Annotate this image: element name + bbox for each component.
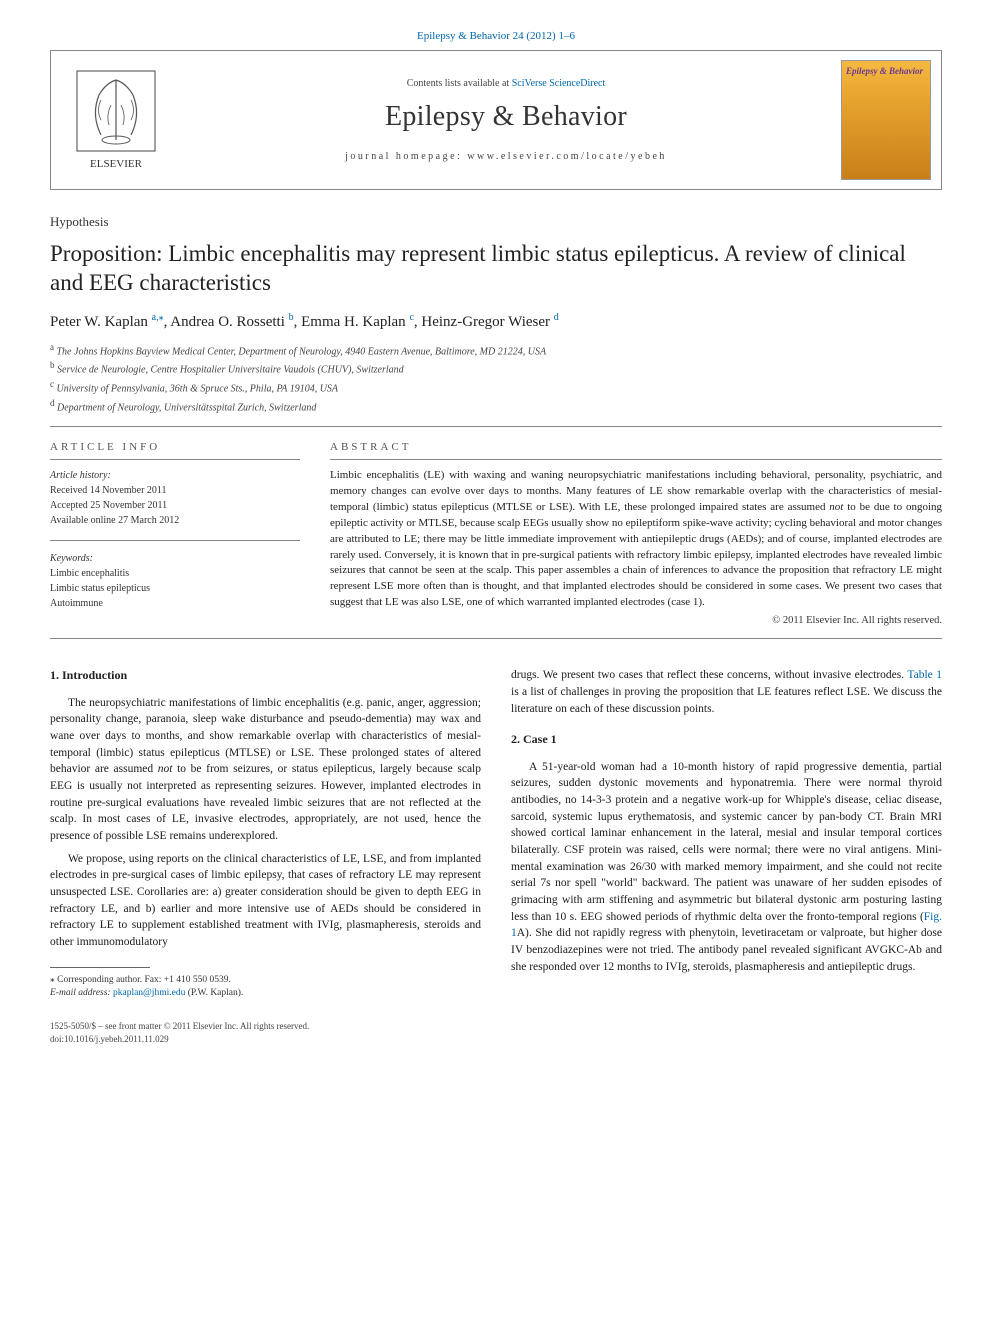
- history-label: Article history:: [50, 468, 300, 483]
- abstract-heading: ABSTRACT: [330, 441, 942, 460]
- journal-homepage: journal homepage: www.elsevier.com/locat…: [345, 151, 667, 162]
- footnotes: ⁎ Corresponding author. Fax: +1 410 550 …: [50, 974, 481, 1001]
- abstract-copyright: © 2011 Elsevier Inc. All rights reserved…: [330, 615, 942, 626]
- email-label: E-mail address:: [50, 988, 111, 998]
- case1-paragraph-1: A 51-year-old woman had a 10-month histo…: [511, 759, 942, 976]
- issn-line: 1525-5050/$ – see front matter © 2011 El…: [50, 1020, 481, 1033]
- journal-reference: Epilepsy & Behavior 24 (2012) 1–6: [50, 30, 942, 42]
- email-who: (P.W. Kaplan).: [188, 988, 244, 998]
- history-received: Received 14 November 2011: [50, 483, 300, 498]
- contents-prefix: Contents lists available at: [407, 78, 512, 89]
- article-info-column: ARTICLE INFO Article history: Received 1…: [50, 441, 300, 626]
- corresponding-author: ⁎ Corresponding author. Fax: +1 410 550 …: [50, 974, 481, 987]
- footnote-separator: [50, 967, 150, 968]
- cover-title: Epilepsy & Behavior: [842, 61, 930, 79]
- author-list: Peter W. Kaplan a,⁎, Andrea O. Rossetti …: [50, 312, 942, 331]
- intro-paragraph-2b: drugs. We present two cases that reflect…: [511, 667, 942, 717]
- author-marks: b: [289, 312, 294, 323]
- text: A). She did not rapidly regress with phe…: [511, 927, 942, 972]
- email-link[interactable]: pkaplan@jhmi.edu: [113, 988, 185, 998]
- author-marks: a,⁎: [152, 312, 164, 323]
- abstract-column: ABSTRACT Limbic encephalitis (LE) with w…: [330, 441, 942, 626]
- journal-cover-thumb: Epilepsy & Behavior: [831, 51, 941, 189]
- contents-available-line: Contents lists available at SciVerse Sci…: [407, 78, 606, 89]
- affiliation: University of Pennsylvania, 36th & Spruc…: [57, 383, 339, 394]
- abstract-em: not: [829, 501, 843, 513]
- header-center: Contents lists available at SciVerse Sci…: [181, 51, 831, 189]
- keywords-label: Keywords:: [50, 551, 300, 566]
- author: Emma H. Kaplan: [301, 314, 406, 330]
- abstract-post: to be due to ongoing epileptic activity …: [330, 501, 942, 609]
- doi-line: doi:10.1016/j.yebeh.2011.11.029: [50, 1033, 481, 1046]
- em: not: [158, 763, 173, 775]
- bottom-meta: 1525-5050/$ – see front matter © 2011 El…: [50, 1020, 481, 1045]
- intro-paragraph-1: The neuropsychiatric manifestations of l…: [50, 695, 481, 845]
- history-accepted: Accepted 25 November 2011: [50, 498, 300, 513]
- author: Andrea O. Rossetti: [170, 314, 285, 330]
- divider: [50, 638, 942, 639]
- text: drugs. We present two cases that reflect…: [511, 669, 907, 681]
- divider: [50, 540, 300, 541]
- author: Peter W. Kaplan: [50, 314, 148, 330]
- svg-text:ELSEVIER: ELSEVIER: [90, 158, 143, 170]
- section-heading-case1: 2. Case 1: [511, 731, 942, 748]
- article-info-heading: ARTICLE INFO: [50, 441, 300, 460]
- journal-name: Epilepsy & Behavior: [385, 101, 627, 133]
- table-ref-link[interactable]: Table 1: [907, 669, 942, 681]
- article-title: Proposition: Limbic encephalitis may rep…: [50, 240, 942, 298]
- elsevier-logo: ELSEVIER: [51, 51, 181, 189]
- body-two-column: 1. Introduction The neuropsychiatric man…: [50, 667, 942, 1045]
- sciencedirect-link[interactable]: SciVerse ScienceDirect: [512, 78, 606, 89]
- affiliation: Service de Neurologie, Centre Hospitalie…: [57, 365, 404, 376]
- intro-paragraph-2a: We propose, using reports on the clinica…: [50, 851, 481, 951]
- article-type: Hypothesis: [50, 214, 942, 230]
- section-heading-intro: 1. Introduction: [50, 667, 481, 684]
- abstract-text: Limbic encephalitis (LE) with waxing and…: [330, 468, 942, 611]
- affiliation: Department of Neurology, Universitätsspi…: [57, 402, 316, 413]
- text: A 51-year-old woman had a 10-month histo…: [511, 761, 942, 923]
- keyword: Limbic encephalitis: [50, 566, 300, 581]
- keyword: Limbic status epilepticus: [50, 581, 300, 596]
- info-abstract-row: ARTICLE INFO Article history: Received 1…: [50, 441, 942, 626]
- history-online: Available online 27 March 2012: [50, 513, 300, 528]
- text: is a list of challenges in proving the p…: [511, 686, 942, 715]
- keywords-block: Keywords: Limbic encephalitis Limbic sta…: [50, 551, 300, 611]
- affiliation: The Johns Hopkins Bayview Medical Center…: [57, 346, 547, 357]
- journal-header: ELSEVIER Contents lists available at Sci…: [50, 50, 942, 190]
- divider: [50, 426, 942, 427]
- author-marks: c: [409, 312, 413, 323]
- affiliations: a The Johns Hopkins Bayview Medical Cent…: [50, 341, 942, 416]
- keyword: Autoimmune: [50, 596, 300, 611]
- author-marks: d: [554, 312, 559, 323]
- author: Heinz-Gregor Wieser: [421, 314, 550, 330]
- article-history: Article history: Received 14 November 20…: [50, 468, 300, 528]
